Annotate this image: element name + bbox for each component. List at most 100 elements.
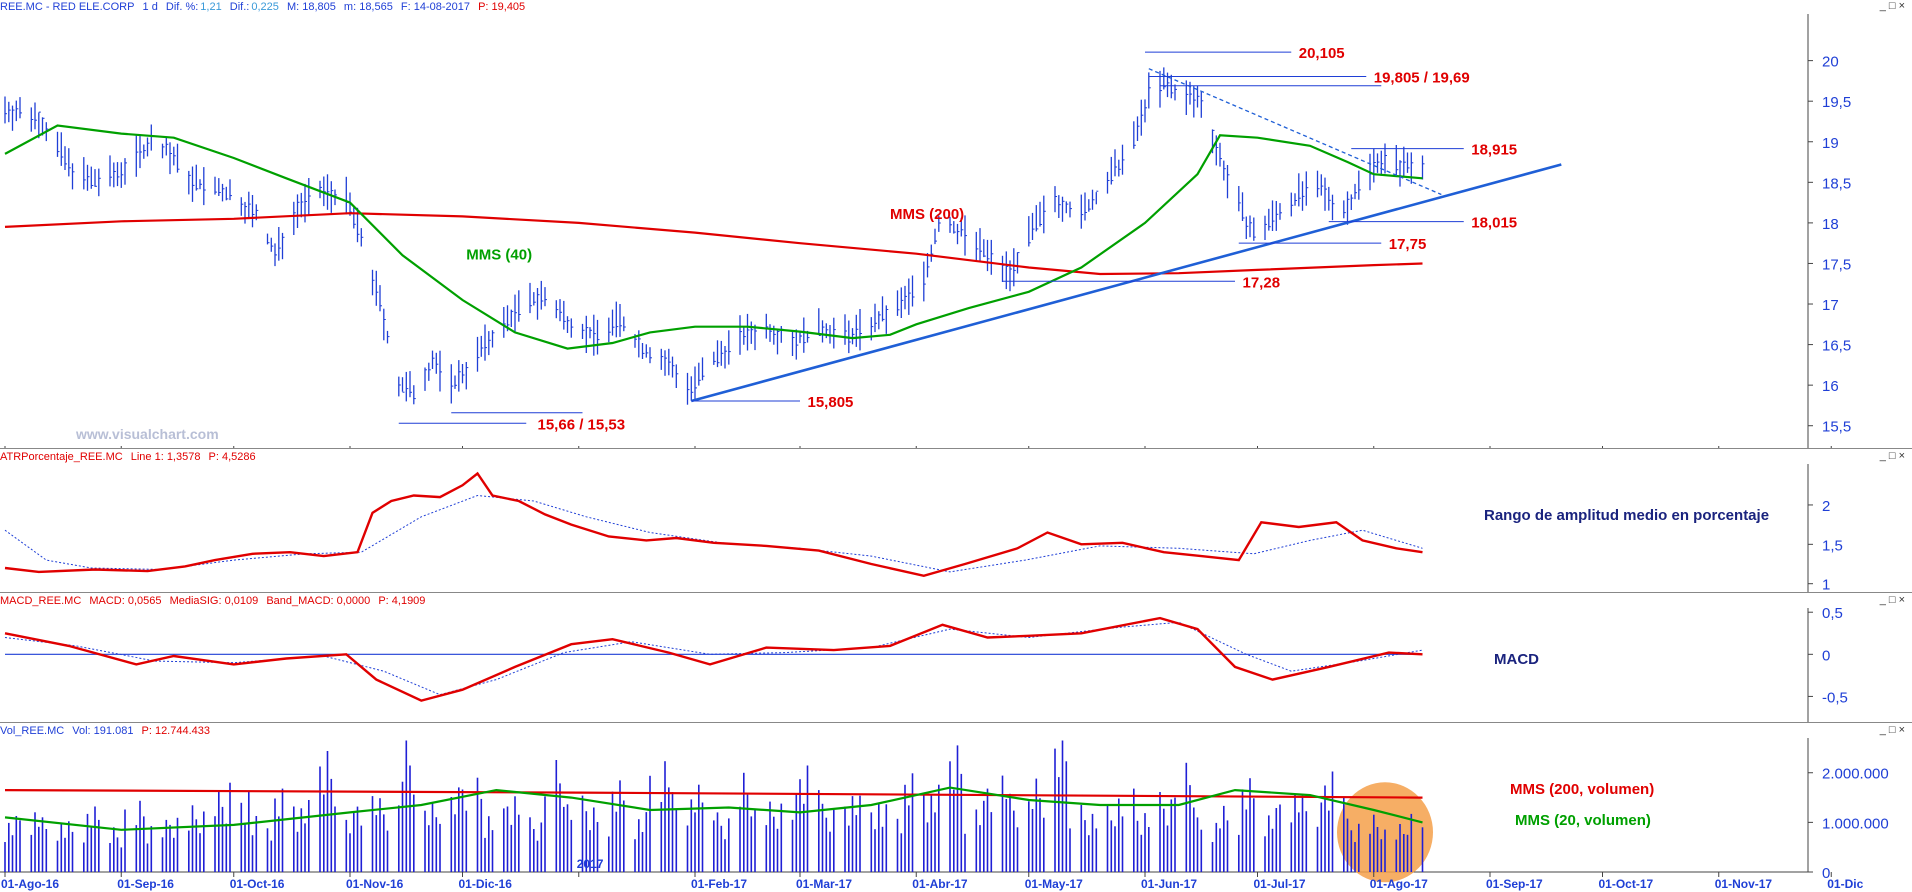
- y-tick-label: 0: [1822, 647, 1830, 664]
- y-tick-label: 18: [1822, 216, 1839, 233]
- y-tick-label: 17,5: [1822, 256, 1851, 273]
- y-tick-label: 18,5: [1822, 175, 1851, 192]
- maximize-button[interactable]: □: [1888, 594, 1899, 606]
- series-macd: [4, 616, 1423, 702]
- y-tick-label: 15,5: [1822, 419, 1851, 436]
- macd-value: MACD: 0,0565: [89, 595, 162, 607]
- x-tick-label: 01-Jun-17: [1141, 877, 1197, 891]
- dif-pct-label: Dif. %:: [165, 1, 199, 13]
- watermark: www.visualchart.com: [76, 426, 219, 442]
- close-button[interactable]: ×: [1898, 724, 1908, 736]
- volume-bars: [4, 740, 1424, 872]
- symbol-label: REE.MC - RED ELE.CORP: [0, 1, 135, 13]
- maximize-button[interactable]: □: [1888, 724, 1899, 736]
- y-tick-label: 20: [1822, 54, 1839, 71]
- y-tick-label: 19: [1822, 135, 1839, 152]
- price-chart: 15,5 16 16,5 17 17,5 18 18,5 19 19,5 20 20,105 19,8…: [4, 14, 1851, 448]
- y-tick-label: -0,5: [1822, 689, 1848, 706]
- atr-pane[interactable]: ATRPorcentaje_REE.MC Line 1: 1,3578 P: 4…: [0, 450, 1912, 594]
- minimize-button[interactable]: _: [1879, 450, 1889, 462]
- x-tick-label: 01-Feb-17: [691, 877, 747, 891]
- x-tick-label: 01-Mar-17: [796, 877, 852, 891]
- x-tick-label: 01-May-17: [1025, 877, 1083, 891]
- y-tick-label: 2.000.000: [1822, 766, 1889, 783]
- x-tick-label: 01-Nov-17: [1715, 877, 1773, 891]
- volume-header: Vol_REE.MC Vol: 191.081 P: 12.744.433: [0, 724, 1912, 738]
- atr-header: ATRPorcentaje_REE.MC Line 1: 1,3578 P: 4…: [0, 450, 1912, 464]
- atr-window-buttons: _□×: [1880, 450, 1908, 462]
- level-label: 15,66 / 15,53: [538, 416, 626, 433]
- atr-name: ATRPorcentaje_REE.MC: [0, 451, 123, 463]
- mms40-label: MMS (40): [466, 246, 532, 263]
- series-atr: [4, 471, 1423, 578]
- x-tick-label: 01-Dic: [1827, 877, 1863, 891]
- y-tick-label: 1: [1822, 577, 1830, 594]
- x-tick-label: 01-Jul-17: [1254, 877, 1306, 891]
- macd-window-buttons: _□×: [1880, 594, 1908, 606]
- date-value: F: 14-08-2017: [400, 1, 471, 13]
- series-macd-signal: [4, 621, 1423, 696]
- price-header: REE.MC - RED ELE.CORP 1 d Dif. %: 1,21 Di…: [0, 0, 1912, 14]
- min-value: m: 18,565: [343, 1, 393, 13]
- max-value: M: 18,805: [286, 1, 336, 13]
- maximize-button[interactable]: □: [1888, 450, 1899, 462]
- macd-sig-value: MediaSIG: 0,0109: [169, 595, 259, 607]
- series-mms-40: [4, 124, 1423, 350]
- x-tick-label: 01-Sep-16: [117, 877, 174, 891]
- price-value: P: 19,405: [478, 1, 526, 13]
- volume-pane[interactable]: Vol_REE.MC Vol: 191.081 P: 12.744.433 _□…: [0, 724, 1912, 892]
- ohlc-bars: [4, 67, 1425, 405]
- macd-p-value: P: 4,1909: [378, 595, 426, 607]
- minimize-button[interactable]: _: [1879, 594, 1889, 606]
- level-label: 18,015: [1471, 215, 1517, 232]
- close-button[interactable]: ×: [1898, 450, 1908, 462]
- dif-value: 0,225: [251, 1, 279, 13]
- y-tick-label: 19,5: [1822, 94, 1851, 111]
- uptrend-line: [690, 163, 1562, 403]
- macd-header: MACD_REE.MC MACD: 0,0565 MediaSIG: 0,010…: [0, 594, 1912, 608]
- macd-name: MACD_REE.MC: [0, 595, 82, 607]
- atr-line-value: Line 1: 1,3578: [130, 451, 201, 463]
- series-atr-signal: [4, 494, 1423, 573]
- vol-name: Vol_REE.MC: [0, 725, 65, 737]
- close-button[interactable]: ×: [1898, 0, 1908, 12]
- dif-pct-value: 1,21: [200, 1, 222, 13]
- series-vol-mms-200: [4, 789, 1423, 799]
- x-tick-label: 01-Oct-17: [1599, 877, 1654, 891]
- y-tick-label: 17: [1822, 297, 1839, 314]
- level-label: 17,28: [1243, 274, 1281, 291]
- minimize-button[interactable]: _: [1879, 724, 1889, 736]
- x-tick-label: 01-Abr-17: [912, 877, 968, 891]
- atr-chart: 11,52: [4, 464, 1843, 594]
- price-window-buttons: _□×: [1880, 0, 1908, 12]
- minimize-button[interactable]: _: [1879, 0, 1889, 12]
- x-tick-label: 01-Oct-16: [230, 877, 285, 891]
- vol-mms200-annotation: MMS (200, volumen): [1510, 781, 1655, 798]
- level-label: 20,105: [1299, 45, 1345, 62]
- macd-annotation: MACD: [1494, 651, 1539, 668]
- y-tick-label: 1.000.000: [1822, 815, 1889, 832]
- vol-p-value: P: 12.744.433: [141, 725, 211, 737]
- y-tick-label: 16: [1822, 378, 1839, 395]
- vol-value: Vol: 191.081: [72, 725, 134, 737]
- macd-chart: -0,5 0 0,5: [4, 605, 1848, 722]
- y-tick-label: 0: [1822, 865, 1830, 882]
- y-tick-label: 0,5: [1822, 605, 1843, 622]
- macd-pane[interactable]: MACD_REE.MC MACD: 0,0565 MediaSIG: 0,010…: [0, 594, 1912, 723]
- y-tick-label: 16,5: [1822, 338, 1851, 355]
- mms200-label: MMS (200): [890, 206, 964, 223]
- price-pane[interactable]: REE.MC - RED ELE.CORP 1 d Dif. %: 1,21 Di…: [0, 0, 1912, 449]
- macd-band-value: Band_MACD: 0,0000: [266, 595, 371, 607]
- year-label: 2017: [577, 857, 604, 871]
- level-label: 18,915: [1471, 142, 1517, 159]
- level-label: 15,805: [808, 394, 854, 411]
- close-button[interactable]: ×: [1898, 594, 1908, 606]
- level-label: 17,75: [1389, 236, 1427, 253]
- x-tick-label: 01-Ago-16: [1, 877, 59, 891]
- maximize-button[interactable]: □: [1888, 0, 1899, 12]
- dif-label: Dif.:: [229, 1, 250, 13]
- period-label: 1 d: [142, 1, 158, 13]
- series-vol-mms-20: [4, 786, 1423, 831]
- atr-p-value: P: 4,5286: [208, 451, 256, 463]
- x-tick-label: 01-Dic-16: [459, 877, 513, 891]
